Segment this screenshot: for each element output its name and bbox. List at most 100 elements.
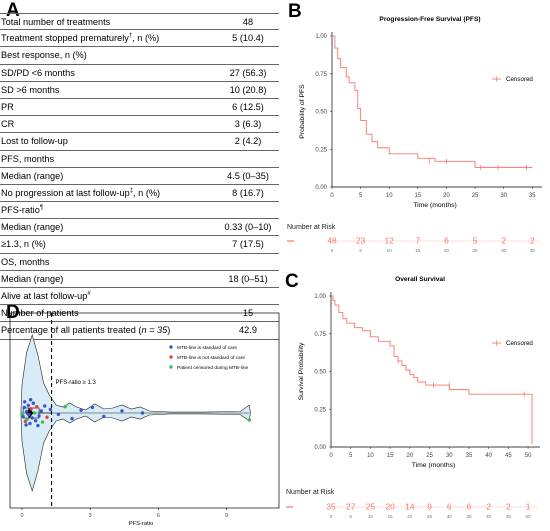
row-label: Total number of treatments [1, 17, 111, 27]
data-point [56, 412, 61, 417]
risk-time-label: 15 [388, 514, 394, 519]
row-label: PFS, months [1, 153, 55, 164]
y-tick-label: 1.00 [314, 294, 326, 300]
table-row: Percentage of all patients treated (n = … [0, 322, 279, 340]
risk-time-label: 25 [427, 514, 433, 519]
data-point [37, 414, 41, 418]
table-row: Lost to follow-up 2 (4.2) [0, 133, 279, 151]
data-point [63, 405, 67, 409]
pfs-ratio-violin-plot: PFS-ratio ≥ 1.3 MTB-line is standard of c… [9, 312, 280, 527]
legend-label: MTB-line is standard of care [177, 345, 237, 351]
panel-letter-d: D [6, 302, 20, 323]
row-label: Lost to follow-up [1, 136, 68, 147]
risk-count: 7 [415, 236, 420, 246]
risk-time-label: 35 [530, 248, 536, 253]
x-tick-label: 3 [89, 513, 92, 519]
row-label: CR [1, 119, 15, 130]
chart-title: Progression-Free Survival (PFS) [379, 16, 480, 23]
x-tick-label: 5 [349, 453, 353, 459]
table-row: Best response, n (%) [0, 47, 279, 65]
risk-time-label: 5 [359, 248, 362, 253]
data-point [26, 403, 31, 407]
data-point [32, 411, 37, 415]
table-row: Total number of treatments 48 [0, 13, 279, 31]
summary-table: Total number of treatments 48 Treatment st… [0, 13, 279, 340]
risk-count: 6 [444, 236, 449, 246]
row-label: Treatment stopped prematurely†, n (%) [1, 33, 160, 44]
row-value: 42.9 [239, 325, 257, 336]
risk-count: 48 [327, 236, 337, 246]
survival-curve [332, 35, 533, 168]
data-point [30, 416, 34, 420]
x-tick-label: 30 [500, 193, 507, 199]
data-point [247, 418, 252, 422]
risk-count: 1 [526, 502, 531, 512]
data-point [29, 407, 33, 411]
y-tick-label: 0.50 [314, 370, 326, 376]
row-label: SD/PD <6 months [1, 67, 75, 78]
legend-label: Censored [506, 76, 533, 83]
chart-title: Overall Survival [395, 276, 445, 283]
risk-count: 6 [447, 502, 452, 512]
legend-dot [169, 355, 173, 359]
table-row: No progression at last follow-up‡, n (%)… [0, 185, 279, 203]
x-tick-label: 15 [414, 193, 421, 199]
risk-table-title: Number at Risk [286, 489, 335, 496]
risk-count: 12 [385, 236, 395, 246]
table-row: PFS-ratio¶ [0, 202, 279, 220]
survival-curve [331, 295, 533, 444]
row-value: 3 (6.3) [234, 119, 262, 130]
data-point [25, 417, 29, 421]
panel-letter-a: A [6, 0, 20, 21]
risk-time-label: 20 [444, 248, 450, 253]
risk-time-label: 45 [506, 514, 512, 519]
x-tick-label: 35 [529, 193, 536, 199]
y-tick-label: 0.75 [314, 332, 326, 338]
risk-count: 2 [501, 236, 506, 246]
risk-count: 27 [346, 502, 356, 512]
table-row: SD >6 months 10 (20.8) [0, 82, 279, 99]
data-point [39, 409, 44, 413]
risk-count: 6 [467, 502, 472, 512]
data-point [48, 407, 53, 412]
risk-time-label: 0 [330, 514, 333, 519]
risk-time-label: 0 [331, 248, 334, 253]
risk-count: 2 [486, 502, 491, 512]
risk-count: 25 [366, 502, 376, 512]
risk-time-label: 10 [387, 248, 393, 253]
x-axis-label: Time (months) [412, 462, 456, 469]
data-point [23, 400, 27, 404]
row-label: Median (range) [1, 170, 64, 181]
y-tick-label: 0.25 [315, 147, 327, 153]
row-label: Best response, n (%) [1, 50, 87, 61]
risk-count: 35 [326, 502, 336, 512]
risk-time-label: 30 [501, 248, 507, 253]
risk-count: 23 [356, 236, 366, 246]
data-point [70, 416, 74, 421]
row-label: OS, months [1, 256, 50, 267]
table-row: Alive at last follow-up# [0, 288, 279, 306]
data-point [40, 420, 45, 424]
data-point [90, 405, 95, 410]
data-point [43, 404, 47, 408]
risk-count: 5 [473, 236, 478, 246]
y-axis-label: Survival Probability [298, 342, 305, 400]
risk-table-title: Number at Risk [287, 224, 336, 231]
row-value: 6 (12.5) [232, 101, 264, 112]
y-tick-label: 0.00 [314, 445, 326, 451]
table-row: Treatment stopped prematurely†, n (%) 5 (… [0, 30, 279, 48]
table-row: Median (range) 18 (0–51) [0, 271, 279, 288]
x-axis-label: Time (months) [413, 202, 457, 209]
data-point [28, 398, 33, 402]
table-row: Median (range) 4.5 (0–35) [0, 168, 279, 185]
data-point [45, 415, 49, 419]
data-point [20, 412, 25, 416]
row-value: 4.5 (0–35) [227, 170, 269, 181]
data-point [24, 409, 29, 414]
y-tick-label: 0.25 [314, 407, 326, 413]
x-axis-label: PFS-ratio [129, 521, 153, 527]
x-tick-label: 35 [466, 453, 473, 459]
x-tick-label: 40 [485, 453, 492, 459]
data-point [28, 421, 32, 426]
panel-letter-b: B [288, 1, 302, 22]
